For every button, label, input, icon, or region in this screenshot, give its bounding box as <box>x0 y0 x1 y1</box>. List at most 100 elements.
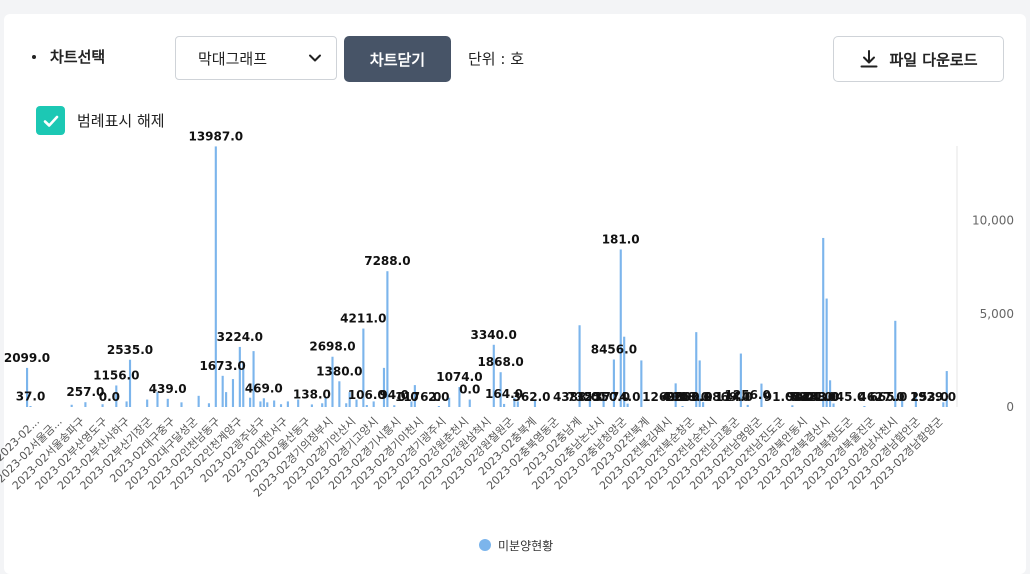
bar <box>221 375 224 407</box>
bar <box>499 372 502 407</box>
bar <box>458 386 461 407</box>
close-chart-button[interactable]: 차트닫기 <box>344 36 451 82</box>
bar <box>252 351 255 407</box>
bar <box>578 325 581 407</box>
bar <box>516 401 519 407</box>
data-label: 2550.0 <box>584 390 630 404</box>
data-label: 1433.0 <box>793 390 839 404</box>
bar <box>115 385 118 407</box>
data-label: 0.0 <box>792 390 813 404</box>
bar <box>413 385 416 407</box>
bar <box>128 359 132 407</box>
data-label: 469.0 <box>245 381 283 395</box>
data-label: 1673.0 <box>199 359 245 373</box>
bar <box>640 360 643 407</box>
data-label: 1176.0 <box>395 390 441 404</box>
file-download-button[interactable]: 파일 다운로드 <box>833 36 1004 82</box>
download-icon <box>860 50 878 68</box>
bar <box>180 402 183 407</box>
data-label: 2.0 <box>428 390 449 404</box>
data-label: 1256.0 <box>725 388 771 402</box>
data-label: 13987.0 <box>188 129 243 143</box>
data-label: 1868.0 <box>477 355 523 369</box>
bar <box>894 320 897 407</box>
bar <box>207 403 211 407</box>
bar <box>125 401 128 407</box>
bar <box>829 380 832 407</box>
bar <box>166 398 169 407</box>
bar <box>945 371 948 407</box>
bar <box>386 271 389 407</box>
bar <box>513 397 516 407</box>
legend-toggle-checkbox[interactable] <box>36 106 65 135</box>
bar <box>448 397 451 407</box>
data-label: 1074.0 <box>436 370 482 384</box>
chart-type-select[interactable]: 막대그래프 <box>175 36 337 80</box>
bar <box>437 406 440 407</box>
bar <box>225 392 228 407</box>
data-label: 114.0 <box>715 390 753 404</box>
data-label: 439.0 <box>149 382 187 396</box>
data-label: 0.0 <box>397 390 418 404</box>
data-label: 4627.0 <box>858 390 904 404</box>
bar <box>279 404 283 407</box>
bar <box>372 401 375 407</box>
data-label: 253.0 <box>911 390 949 404</box>
bar <box>825 298 828 407</box>
bar <box>286 401 289 407</box>
data-label: 3340.0 <box>471 328 517 342</box>
bar <box>681 406 684 407</box>
bar <box>602 393 605 407</box>
data-label: 138.0 <box>293 387 331 401</box>
y-tick-label: 5,000 <box>980 307 1014 321</box>
bullet-dot <box>32 54 36 59</box>
bar <box>297 399 300 407</box>
bar <box>702 402 705 407</box>
bar <box>259 401 262 407</box>
legend-toggle[interactable]: 범례표시 해제 <box>36 106 165 135</box>
chart-type-value: 막대그래프 <box>198 49 268 68</box>
bar <box>832 403 835 407</box>
data-label: 9074.0 <box>786 390 832 404</box>
bar <box>197 395 200 407</box>
data-label: 665.0 <box>869 390 907 404</box>
bar <box>249 397 252 407</box>
bar <box>26 367 29 407</box>
data-label: 1156.0 <box>93 369 139 383</box>
data-label: 1269.0 <box>642 390 688 404</box>
bar-chart: 0 5,000 10,000 2099.0 37.0 257.0 1156.0 0.0 2535… <box>0 129 1014 552</box>
data-label: 4018.0 <box>663 390 709 404</box>
chart-panel <box>4 14 1026 574</box>
bar <box>231 379 235 407</box>
bar <box>310 404 313 407</box>
legend-toggle-label: 범례표시 해제 <box>77 112 165 130</box>
data-label: 4211.0 <box>340 312 386 326</box>
data-label: 7288.0 <box>364 254 410 268</box>
data-label: 188.0 <box>801 390 839 404</box>
bar <box>331 356 334 407</box>
data-label: 263.0 <box>674 390 712 404</box>
bar <box>348 392 351 407</box>
bar <box>101 404 104 407</box>
data-label: 2099.0 <box>4 351 50 365</box>
bar <box>503 403 506 407</box>
data-label: 181.0 <box>602 233 640 247</box>
legend-marker <box>479 539 491 551</box>
bar <box>626 403 629 407</box>
data-label: 4388.0 <box>553 390 599 404</box>
data-label: 2500.0 <box>666 390 712 404</box>
bar <box>84 402 87 407</box>
data-label: 362.0 <box>513 390 551 404</box>
bar <box>612 359 615 407</box>
bar <box>791 405 794 407</box>
bar <box>382 367 386 407</box>
data-label: 2869.0 <box>704 390 750 404</box>
data-label: 5821.0 <box>790 390 836 404</box>
bar <box>822 237 825 407</box>
data-label: 735.0 <box>567 390 605 404</box>
chevron-down-icon <box>309 54 321 62</box>
bar <box>588 393 591 407</box>
data-label: 0.0 <box>459 383 480 397</box>
bar <box>942 402 945 407</box>
bar <box>492 344 495 407</box>
